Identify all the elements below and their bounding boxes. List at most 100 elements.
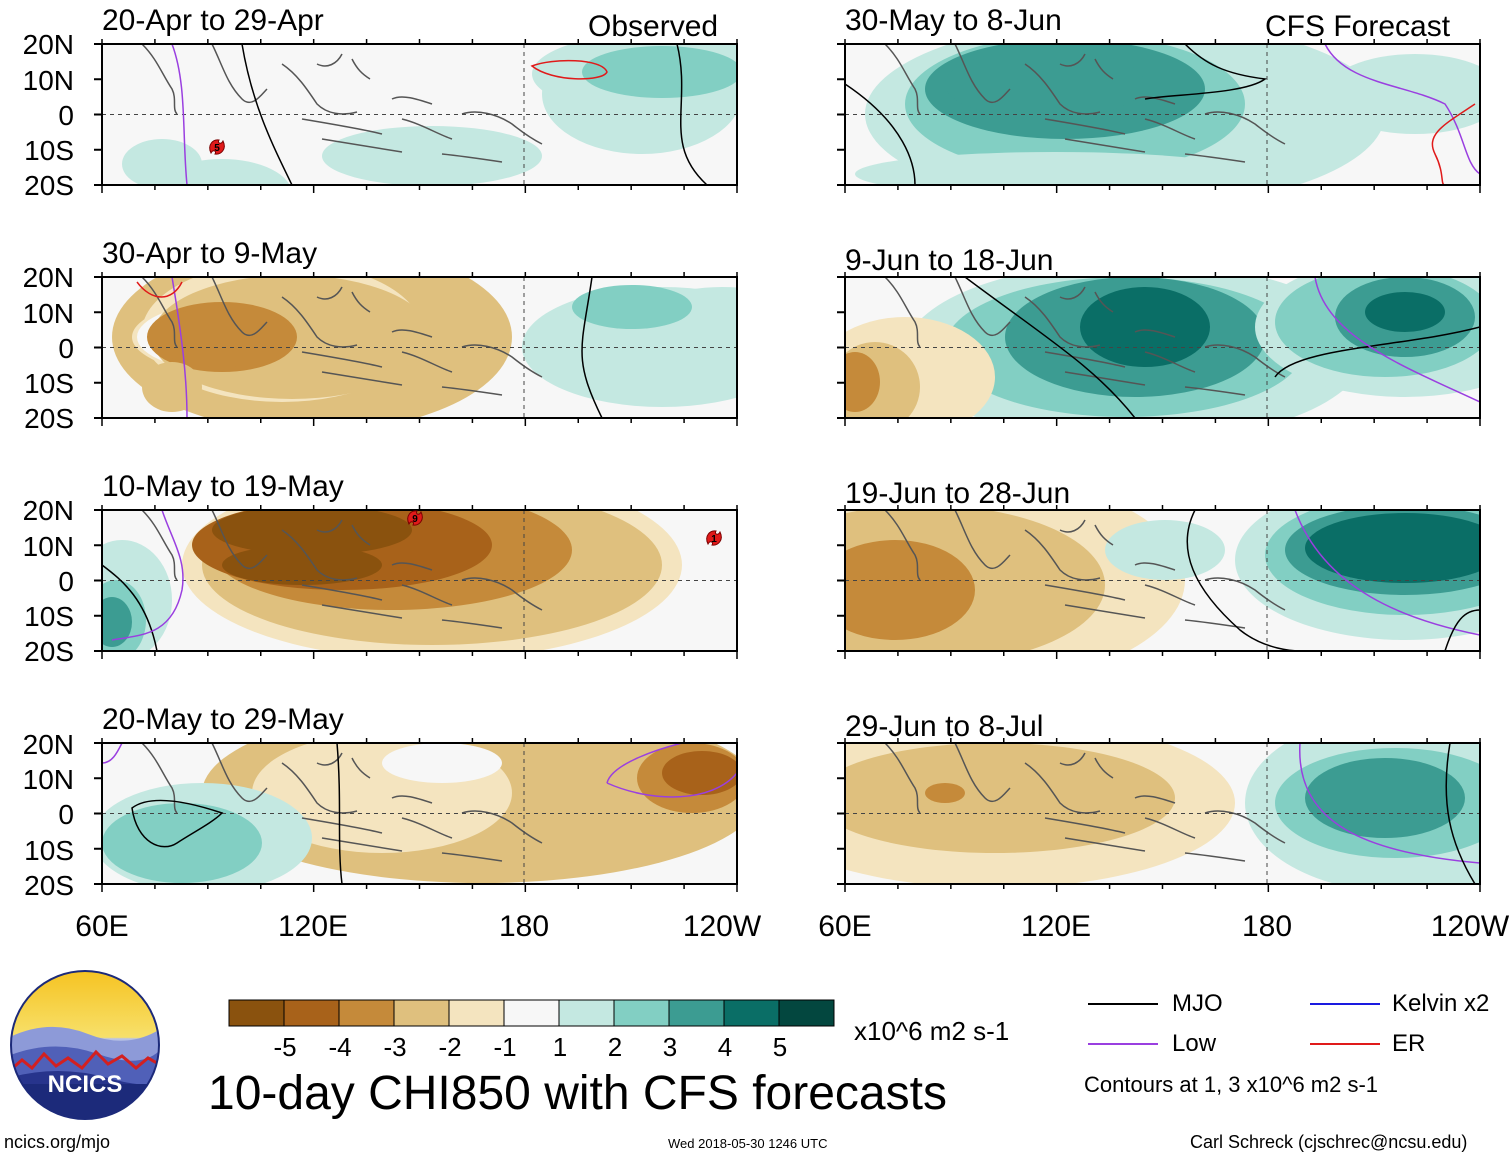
anomaly-region: [102, 803, 262, 883]
lon-label: 180: [1241, 910, 1293, 943]
coastline: [1059, 53, 1114, 80]
panel-title-2: 30-Apr to 9-May: [102, 237, 318, 270]
coastline: [1024, 63, 1101, 115]
lat-label: 0: [58, 333, 74, 364]
anomaly-region: [152, 307, 292, 367]
coastline: [281, 296, 358, 348]
index-contour: [1431, 103, 1476, 185]
colorbar-swatch: [558, 999, 615, 1027]
anomaly-region: [122, 139, 202, 185]
lat-label: 10N: [22, 65, 74, 96]
logo-text: NCICS: [48, 1071, 123, 1098]
colorbar-swatch: [283, 999, 340, 1027]
panel-title-8: 29-Jun to 8-Jul: [845, 710, 1044, 743]
colorbar-swatch: [723, 999, 780, 1027]
colorbar-swatch: [228, 999, 285, 1027]
index-contour: [102, 743, 123, 764]
coastline: [441, 852, 503, 862]
anomaly-region: [222, 545, 382, 585]
lon-label: 60E: [818, 910, 872, 943]
coastline: [1184, 153, 1246, 163]
anomaly-region: [1365, 292, 1445, 332]
coastline: [1204, 810, 1286, 844]
coastline: [954, 510, 1011, 570]
colorbar-label: 1: [552, 1032, 568, 1062]
map-panel: [94, 39, 738, 193]
index-contour: [1444, 609, 1480, 651]
map-panel: [837, 738, 1481, 892]
index-contour: [241, 44, 293, 185]
legend-lines: [1088, 1003, 1380, 1045]
coastline: [884, 277, 921, 348]
footer-timestamp: Wed 2018-05-30 1246 UTC: [668, 1136, 828, 1151]
colorbar-swatch: [503, 999, 560, 1027]
index-contour: [1445, 743, 1476, 884]
coastline: [301, 817, 403, 852]
colorbar-swatch: [393, 999, 450, 1027]
coastline: [954, 44, 1011, 104]
coastline: [301, 584, 403, 619]
anomaly-region: [845, 743, 1175, 853]
coastline: [316, 286, 371, 313]
anomaly-region: [845, 540, 975, 640]
coastline: [281, 762, 358, 814]
lat-label: 20N: [22, 29, 74, 60]
coastline: [1044, 118, 1146, 153]
coastline: [141, 277, 178, 348]
panel-title-6: 9-Jun to 18-Jun: [845, 244, 1054, 277]
lat-label: 20S: [24, 170, 74, 201]
coastline: [1134, 795, 1196, 839]
coastline: [1059, 286, 1114, 313]
coastline: [316, 53, 371, 80]
coastline: [954, 277, 1011, 337]
coastline: [441, 386, 503, 396]
index-contour: [581, 277, 603, 418]
index-contour: [131, 799, 224, 848]
index-contour: [1186, 510, 1301, 651]
storm-label: 1: [711, 534, 717, 545]
coastline: [211, 44, 268, 104]
index-contour: [171, 277, 188, 418]
coastline: [301, 351, 403, 386]
index-contour: [1324, 44, 1480, 175]
coastline: [884, 44, 921, 115]
footer-author: Carl Schreck (cjschrec@ncsu.edu): [1190, 1132, 1468, 1152]
index-contour: [964, 277, 1136, 418]
lat-label: 0: [58, 100, 74, 131]
observed-label: Observed: [588, 10, 719, 43]
panel-title-5: 30-May to 8-Jun: [845, 4, 1062, 37]
coastline: [1044, 584, 1146, 619]
panel-title-4: 20-May to 29-May: [102, 703, 344, 736]
coastline: [281, 63, 358, 115]
coastline: [954, 743, 1011, 803]
map-panel: [94, 505, 738, 659]
anomaly-region: [1305, 758, 1465, 838]
index-contour: [606, 743, 737, 798]
coastline: [1204, 577, 1286, 611]
anomaly-region: [382, 743, 502, 783]
map-panel: [837, 39, 1481, 193]
colorbar-swatch: [668, 999, 725, 1027]
index-contour: [171, 44, 188, 185]
coastline: [1184, 386, 1246, 396]
coastline: [884, 510, 921, 581]
lat-label: 20N: [22, 262, 74, 293]
lat-label: 10N: [22, 764, 74, 795]
coastline: [391, 96, 453, 140]
index-contour: [1294, 510, 1480, 636]
coastline: [1044, 351, 1146, 386]
lat-label: 10S: [24, 601, 74, 632]
index-contour: [530, 59, 608, 80]
coastline: [461, 344, 543, 378]
coastline: [281, 529, 358, 581]
colorbar-swatch: [778, 999, 835, 1027]
coastline: [391, 795, 453, 839]
lon-label: 60E: [75, 910, 129, 943]
tropical-cyclone-icon: 9: [407, 510, 423, 526]
coastline: [1024, 762, 1101, 814]
lon-label: 180: [498, 910, 550, 943]
colorbar-swatch: [338, 999, 395, 1027]
anomaly-region: [925, 783, 965, 803]
ncics-logo: NCICS: [10, 970, 160, 1120]
